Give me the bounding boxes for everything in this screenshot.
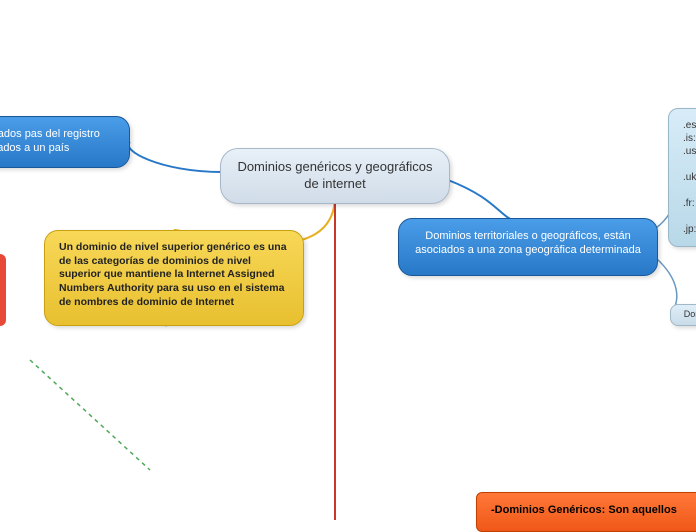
generic-orange-node: -Dominios Genéricos: Son aquellos	[476, 492, 696, 532]
dominic-node: Dominic	[670, 304, 696, 326]
center-node: Dominios genéricos y geográficos de inte…	[220, 148, 450, 204]
red-strip-decor	[0, 254, 6, 326]
generic-definition-node: Un dominio de nivel superior genérico es…	[44, 230, 304, 326]
territorial-node: Dominios territoriales o geográficos, es…	[398, 218, 658, 276]
tld-left-node: TLD) creados pas del registro de enfocad…	[0, 116, 130, 168]
country-codes-node: .es: dom .is: dom .us: dom .uk: dom .fr:…	[668, 108, 696, 247]
